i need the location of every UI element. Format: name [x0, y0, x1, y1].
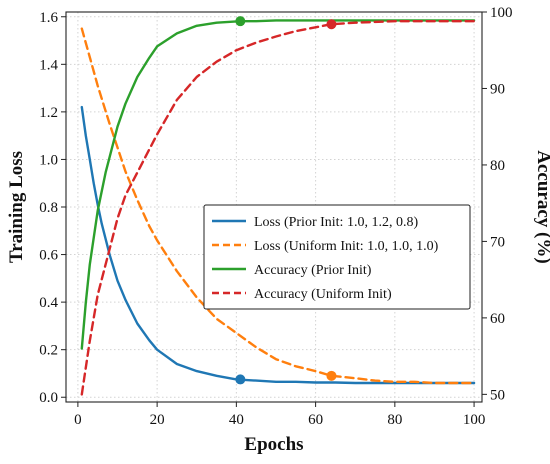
left-y-tick-label: 0.4	[39, 295, 58, 311]
left-y-tick-label: 1.0	[39, 152, 58, 168]
left-y-tick-label: 0.0	[39, 390, 58, 406]
x-tick-label: 0	[74, 412, 82, 428]
series-lines	[80, 19, 476, 396]
right-y-tick-label: 70	[490, 234, 505, 250]
series-line-4	[80, 20, 476, 396]
series-markers	[235, 16, 337, 385]
right-y-tick-label: 60	[490, 311, 505, 327]
x-axis-title: Epochs	[244, 434, 303, 455]
x-tick-label: 60	[308, 412, 323, 428]
x-tick-label: 20	[150, 412, 165, 428]
left-y-tick-label: 1.6	[39, 10, 58, 26]
grid	[66, 12, 482, 402]
right-y-axis-title: Accuracy (%)	[533, 150, 550, 263]
series-line-1	[80, 105, 476, 385]
left-y-tick-label: 1.2	[39, 105, 58, 121]
series-marker-4	[326, 19, 337, 30]
legend-label: Accuracy (Prior Init)	[254, 263, 372, 278]
legend-label: Loss (Uniform Init: 1.0, 1.0, 1.0)	[254, 239, 439, 254]
left-y-axis-title: Training Loss	[6, 151, 27, 263]
left-y-tick-label: 0.2	[39, 343, 58, 359]
left-y-tick-label: 1.4	[39, 57, 58, 73]
legend-label: Loss (Prior Init: 1.0, 1.2, 0.8)	[254, 215, 418, 230]
right-y-tick-label: 80	[490, 158, 505, 174]
series-line-2	[80, 27, 476, 385]
axis-ticks: 0 20 40 60 80 100 0.0 0.2 0.4 0.6 0.8 1.0 1.2 1.4 1.6 5…	[39, 5, 512, 428]
legend-box	[203, 204, 471, 310]
right-y-tick-label: 50	[490, 387, 505, 403]
left-y-tick-label: 0.8	[39, 200, 58, 216]
x-tick-label: 100	[463, 412, 486, 428]
x-tick-label: 40	[229, 412, 244, 428]
series-marker-2	[326, 370, 337, 381]
series-line-3	[80, 19, 476, 350]
left-y-tick-label: 0.6	[39, 248, 58, 264]
right-y-tick-label: 100	[490, 5, 513, 21]
right-y-tick-label: 90	[490, 81, 505, 97]
legend: Loss (Prior Init: 1.0, 1.2, 0.8) Loss (Un…	[203, 204, 471, 310]
series-marker-3	[235, 16, 246, 27]
series-marker-1	[235, 374, 246, 385]
legend-label: Accuracy (Uniform Init)	[254, 287, 392, 302]
x-tick-label: 80	[387, 412, 402, 428]
